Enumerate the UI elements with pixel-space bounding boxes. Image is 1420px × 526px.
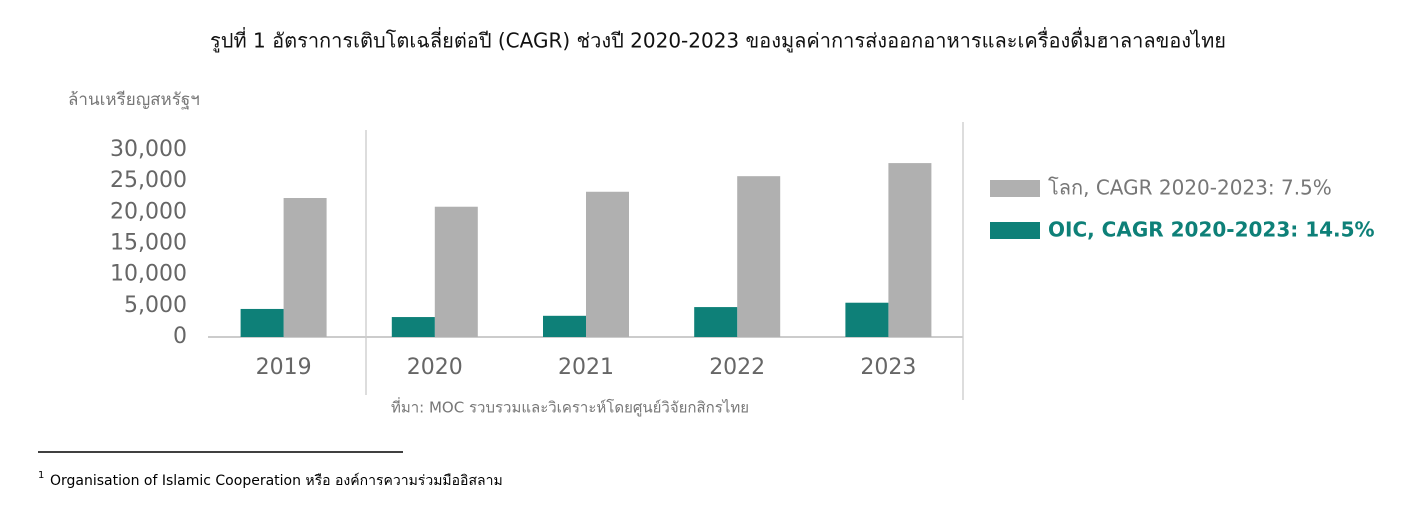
bar (434, 206, 478, 337)
bar (240, 308, 284, 337)
y-tick-label: 20,000 (110, 199, 187, 224)
legend-swatch (990, 222, 1040, 239)
y-tick-label: 0 (173, 324, 187, 349)
bar (888, 163, 932, 337)
bar (737, 176, 781, 337)
x-tick-label: 2020 (407, 355, 463, 380)
legend-label: โลก, CAGR 2020-2023: 7.5% (1048, 176, 1332, 200)
bar (543, 315, 586, 337)
x-tick-label: 2019 (256, 355, 312, 380)
legend-swatch (990, 180, 1040, 197)
y-tick-label: 15,000 (110, 231, 187, 256)
y-tick-label: 10,000 (110, 262, 187, 287)
bar (391, 317, 435, 337)
bar (694, 307, 738, 337)
y-tick-label: 30,000 (110, 137, 187, 162)
y-tick-label: 25,000 (110, 168, 187, 193)
y-tick-label: 5,000 (124, 293, 187, 318)
y-axis-label: ล้านเหรียญสหรัฐฯ (68, 90, 200, 110)
x-tick-label: 2021 (558, 355, 614, 380)
x-tick-label: 2023 (860, 355, 916, 380)
x-tick-label: 2022 (709, 355, 765, 380)
chart-title: รูปที่ 1 อัตราการเติบโตเฉลี่ยต่อปี (CAGR… (210, 27, 1226, 54)
source-note: ที่มา: MOC รวบรวมและวิเคราะห์โดยศูนย์วิจ… (391, 397, 749, 417)
bar (283, 197, 327, 337)
footnote-marker: 1 (38, 470, 44, 481)
bar (845, 302, 889, 337)
footnote: Organisation of Islamic Cooperation หรือ… (50, 472, 503, 489)
bar (586, 191, 629, 337)
legend-label: OIC, CAGR 2020-2023: 14.5% (1048, 218, 1375, 242)
